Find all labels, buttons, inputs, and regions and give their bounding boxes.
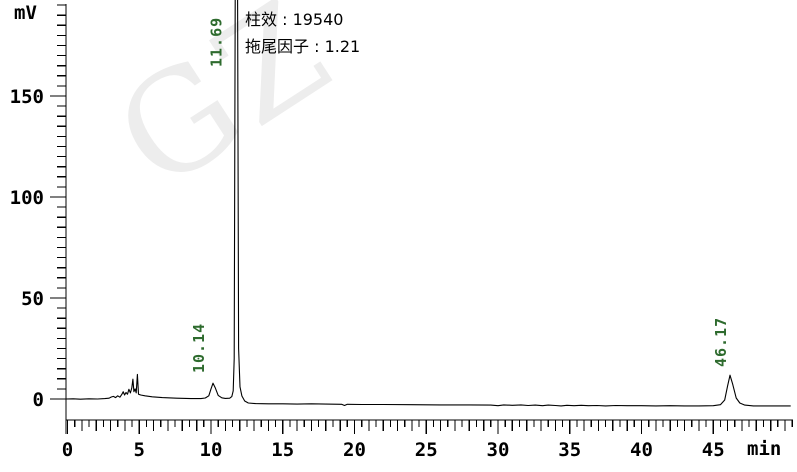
x-axis-unit-label: min bbox=[747, 438, 782, 460]
peak-label-11.69: 11.69 bbox=[207, 17, 225, 67]
x-tick-label: 5 bbox=[134, 439, 145, 461]
x-tick-label: 30 bbox=[487, 439, 510, 461]
peak-labels: 10.14 11.69 46.17 bbox=[190, 17, 730, 373]
axes bbox=[65, 4, 793, 434]
x-tick-label: 35 bbox=[558, 439, 581, 461]
y-tick-label: 50 bbox=[21, 288, 44, 310]
signal-trace bbox=[66, 0, 791, 407]
y-tick-label: 150 bbox=[10, 86, 44, 108]
x-tick-label: 10 bbox=[200, 439, 223, 461]
x-tick-label: 25 bbox=[415, 439, 438, 461]
y-axis-unit-label: mV bbox=[14, 2, 37, 24]
x-tick-label: 40 bbox=[630, 439, 653, 461]
y-tick-label: 100 bbox=[10, 187, 44, 209]
x-tick-label: 15 bbox=[271, 439, 294, 461]
peak-label-46.17: 46.17 bbox=[712, 317, 730, 367]
peak-label-10.14: 10.14 bbox=[190, 323, 208, 373]
x-tick-label: 45 bbox=[702, 439, 725, 461]
column-efficiency-text: 柱效 : 19540 bbox=[245, 10, 344, 29]
x-axis-ticks bbox=[66, 420, 793, 434]
x-tick-label: 20 bbox=[343, 439, 366, 461]
y-tick-label: 0 bbox=[33, 389, 44, 411]
y-axis-tick-labels: 0 50 100 150 bbox=[10, 86, 44, 411]
tailing-factor-text: 拖尾因子 : 1.21 bbox=[245, 37, 361, 56]
x-axis-tick-labels: 0 5 10 15 20 25 30 35 40 45 bbox=[62, 439, 725, 461]
y-axis-ticks bbox=[50, 4, 66, 400]
x-tick-label: 0 bbox=[62, 439, 73, 461]
result-annotations: 柱效 : 19540 拖尾因子 : 1.21 bbox=[245, 6, 360, 60]
